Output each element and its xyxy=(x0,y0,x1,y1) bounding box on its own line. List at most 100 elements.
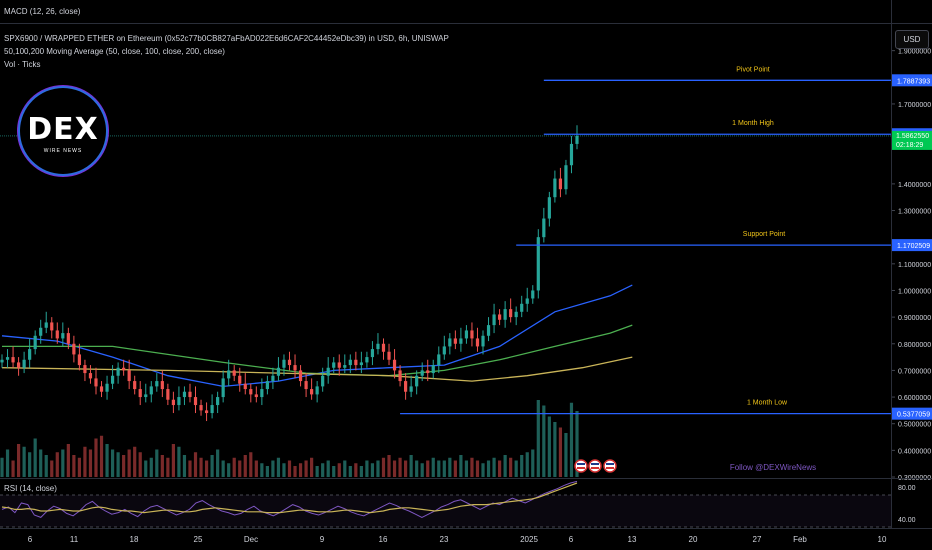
candle-body xyxy=(298,370,303,382)
candle-body xyxy=(542,218,546,238)
flag-stripe xyxy=(577,463,585,465)
candle-body xyxy=(470,330,474,339)
candle-body xyxy=(315,386,319,395)
volume-bar xyxy=(520,455,524,477)
volume-bar xyxy=(287,460,292,477)
moving-average-line xyxy=(2,324,633,377)
candle-body xyxy=(0,359,4,363)
time-axis-label: 18 xyxy=(130,535,139,544)
level-price-label: 1.1702509 xyxy=(897,243,930,250)
volume-bar xyxy=(547,416,551,477)
level-name: Pivot Point xyxy=(736,66,770,73)
candle-body xyxy=(337,362,341,368)
volume-bar xyxy=(503,455,507,477)
candle-body xyxy=(437,354,441,366)
volume-bar xyxy=(459,455,463,477)
macd-pane-divider[interactable] xyxy=(0,23,932,24)
time-axis-label: 6 xyxy=(569,535,574,544)
volume-bar xyxy=(193,452,198,477)
candle-body xyxy=(365,357,369,363)
volume-bar xyxy=(509,457,513,477)
volume-bar xyxy=(564,433,568,477)
candle-body xyxy=(426,370,430,374)
candle-body xyxy=(221,378,225,398)
volume-bar xyxy=(492,457,496,477)
candle-body xyxy=(238,375,242,384)
volume-bar xyxy=(249,452,253,477)
current-price-tag[interactable] xyxy=(892,130,932,150)
volume-bar xyxy=(138,452,142,477)
flag-stripe xyxy=(606,467,614,469)
candle-body xyxy=(332,362,336,368)
volume-bar xyxy=(448,457,452,477)
candle-body xyxy=(133,381,137,390)
volume-bar xyxy=(204,460,209,477)
candle-body xyxy=(409,386,413,392)
candle-body xyxy=(160,381,164,390)
volume-bar xyxy=(392,460,397,477)
volume-bar xyxy=(44,455,48,477)
us-flag-icon[interactable] xyxy=(588,459,602,473)
candle-body xyxy=(11,357,15,363)
candle-body xyxy=(199,405,203,411)
volume-bar xyxy=(28,452,32,477)
us-flag-icon[interactable] xyxy=(603,459,617,473)
volume-bar xyxy=(553,422,557,477)
time-axis-label: 6 xyxy=(28,535,33,544)
candle-body xyxy=(420,370,424,376)
candle-body xyxy=(503,309,507,320)
candle-body xyxy=(188,391,192,398)
candle-body xyxy=(497,314,502,320)
volume-bar xyxy=(232,457,236,477)
candle-body xyxy=(105,383,109,392)
volume-bar xyxy=(182,455,187,477)
candle-body xyxy=(216,397,220,406)
volume-bar xyxy=(72,455,76,477)
volume-bar xyxy=(431,457,435,477)
volume-bar xyxy=(149,457,153,477)
symbol-legend[interactable]: SPX6900 / WRAPPED ETHER on Ethereum (0x5… xyxy=(4,34,449,43)
volume-bar xyxy=(282,463,286,477)
volume-legend[interactable]: Vol · Ticks xyxy=(4,60,41,69)
logo-text: DEX xyxy=(27,112,99,147)
currency-button[interactable]: USD xyxy=(895,30,929,49)
level-price-label: 1.7887393 xyxy=(897,78,930,85)
volume-bar xyxy=(210,455,214,477)
volume-bar xyxy=(155,449,159,477)
volume-bar xyxy=(415,460,419,477)
candle-body xyxy=(326,367,330,376)
candle-body xyxy=(122,367,126,371)
candle-body xyxy=(39,327,43,336)
price-axis-label: 1.1000000 xyxy=(898,262,931,269)
volume-bar xyxy=(227,463,231,477)
macd-legend[interactable]: MACD (12, 26, close) xyxy=(4,7,81,16)
rsi-pane-divider[interactable] xyxy=(0,478,932,479)
time-axis-label: 2025 xyxy=(520,535,538,544)
rsi-axis-label: 80.00 xyxy=(898,485,916,492)
volume-bar xyxy=(293,466,297,477)
level-price-tag xyxy=(892,407,932,420)
candle-body xyxy=(293,365,297,371)
candle-body xyxy=(5,357,10,360)
price-axis-label: 0.6000000 xyxy=(898,395,931,402)
candle-body xyxy=(486,325,491,336)
volume-bar xyxy=(321,463,325,477)
ma-legend[interactable]: 50,100,200 Moving Average (50, close, 10… xyxy=(4,47,225,56)
candle-body xyxy=(61,333,65,339)
candle-body xyxy=(282,359,286,368)
level-price-tag xyxy=(892,239,932,252)
rsi-legend[interactable]: RSI (14, close) xyxy=(4,484,57,493)
volume-bar xyxy=(243,455,247,477)
us-flag-icon[interactable] xyxy=(574,459,588,473)
time-axis-divider xyxy=(0,528,932,529)
volume-bar xyxy=(298,463,303,477)
candle-body xyxy=(94,378,98,387)
volume-bar xyxy=(127,449,131,477)
flag-stripe xyxy=(591,463,599,465)
volume-bar xyxy=(426,460,430,477)
volume-bar xyxy=(437,460,441,477)
candle-body xyxy=(243,383,247,390)
volume-bar xyxy=(260,463,264,477)
volume-bar xyxy=(497,460,502,477)
